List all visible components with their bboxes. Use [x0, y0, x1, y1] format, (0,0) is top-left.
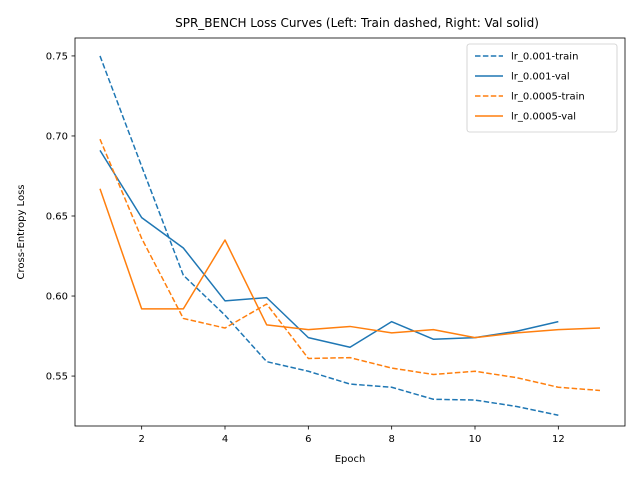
series-line-lr_0.0005-train — [99, 138, 601, 392]
x-tick-label: 4 — [222, 434, 228, 445]
legend-label-lr_0.001-train: lr_0.001-train — [511, 52, 578, 63]
series-line-lr_0.0005-val — [99, 188, 601, 339]
y-axis: 0.55 0.60 0.65 0.70 0.75 — [46, 51, 75, 383]
legend: lr_0.001-train lr_0.001-val lr_0.0005-trai… — [466, 43, 618, 133]
x-tick-label: 6 — [305, 434, 311, 445]
legend-label-lr_0.0005-val: lr_0.0005-val — [511, 112, 576, 123]
legend-box — [466, 43, 618, 133]
x-tick-label: 8 — [388, 434, 394, 445]
y-tick-label: 0.60 — [46, 292, 68, 303]
y-tick-label: 0.65 — [46, 211, 68, 222]
y-tick-label: 0.75 — [46, 51, 68, 62]
x-axis-label: Epoch — [335, 454, 366, 465]
x-tick-label: 12 — [552, 434, 565, 445]
series-line-lr_0.001-train — [99, 55, 559, 417]
y-axis-label: Cross-Entropy Loss — [16, 185, 27, 280]
plot-frame — [74, 37, 626, 427]
x-tick-label: 10 — [469, 434, 482, 445]
legend-label-lr_0.001-val: lr_0.001-val — [511, 72, 570, 83]
y-tick-label: 0.70 — [46, 131, 68, 142]
series-layer — [99, 55, 601, 417]
y-tick-label: 0.55 — [46, 372, 68, 383]
legend-label-lr_0.0005-train: lr_0.0005-train — [511, 92, 585, 103]
x-axis: 2 4 6 8 10 12 — [138, 426, 565, 445]
chart-title: SPR_BENCH Loss Curves (Left: Train dashe… — [175, 16, 539, 30]
x-tick-label: 2 — [138, 434, 144, 445]
